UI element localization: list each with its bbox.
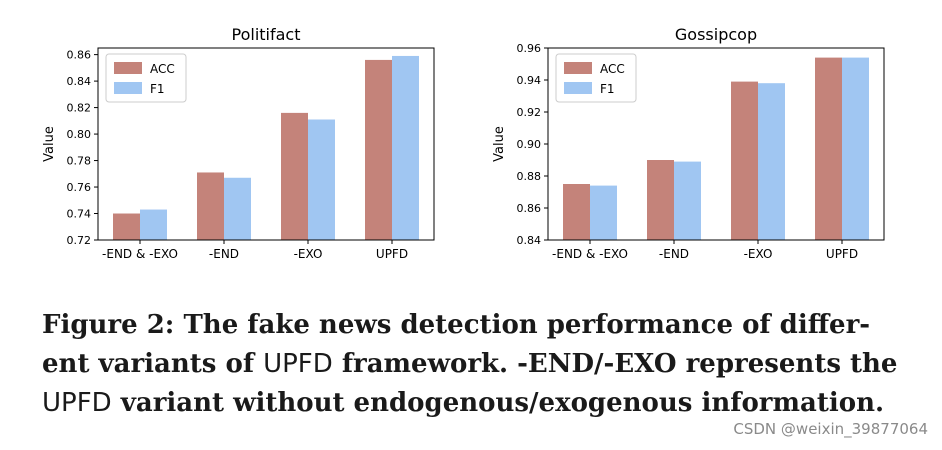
chart1-ytick-label-2: 0.76 bbox=[67, 181, 92, 194]
chart1-ytick-label-3: 0.78 bbox=[67, 155, 92, 168]
chart1-xtick-label-0: -END & -EXO bbox=[102, 247, 178, 261]
chart1-bar-acc-0 bbox=[113, 213, 140, 240]
chart2-ytick-label-4: 0.92 bbox=[517, 106, 542, 119]
chart2-bar-acc-2 bbox=[731, 81, 758, 240]
chart2-xtick-label-3: UPFD bbox=[826, 247, 858, 261]
caption-suffix: variant without endogenous/exogenous inf… bbox=[111, 388, 885, 418]
figure-caption: Figure 2: The fake news detection perfor… bbox=[42, 306, 902, 423]
chart2-bar-acc-3 bbox=[815, 57, 842, 240]
figure: Politifact 0.72 0.74 0.76 0.78 0.80 0.82 0.84 0.… bbox=[42, 25, 885, 261]
chart1-ytick-label-4: 0.80 bbox=[67, 128, 92, 141]
chart1-ylabel: Value bbox=[42, 126, 57, 162]
chart1-legend-label-acc: ACC bbox=[150, 62, 175, 76]
chart2-ytick-label-6: 0.96 bbox=[517, 42, 542, 55]
chart2-legend-label-acc: ACC bbox=[600, 62, 625, 76]
caption-middle: framework. -END/-EXO represents the bbox=[332, 349, 898, 379]
chart2-legend-swatch-acc bbox=[564, 62, 592, 74]
chart1-bar-acc-1 bbox=[197, 172, 224, 240]
chart1-legend-swatch-acc bbox=[114, 62, 142, 74]
chart1-bar-acc-3 bbox=[365, 59, 392, 241]
chart1-bar-f1-1 bbox=[224, 177, 251, 240]
chart2-ytick-label-2: 0.88 bbox=[517, 170, 542, 183]
chart2-xtick-label-0: -END & -EXO bbox=[552, 247, 628, 261]
chart1-ytick-label-6: 0.84 bbox=[67, 75, 92, 88]
chart1-xtick-label-2: -EXO bbox=[294, 247, 323, 261]
chart2-legend-swatch-f1 bbox=[564, 82, 592, 94]
caption-prefix: Figure 2: The fake news detection perfor… bbox=[42, 310, 871, 379]
chart2-title: Gossipcop bbox=[675, 25, 757, 44]
chart1-legend-label-f1: F1 bbox=[150, 82, 165, 96]
chart2-bar-f1-2 bbox=[758, 83, 785, 240]
chart1-bar-acc-2 bbox=[281, 112, 308, 240]
chart2-bar-f1-0 bbox=[590, 185, 617, 240]
chart2-bar-acc-0 bbox=[563, 184, 590, 240]
chart1-title: Politifact bbox=[232, 25, 301, 44]
chart1-axes-frame bbox=[97, 47, 435, 241]
chart1-bar-f1-3 bbox=[392, 55, 419, 241]
caption-upfd-2: UPFD bbox=[42, 388, 112, 418]
chart1-legend-swatch-f1 bbox=[114, 82, 142, 94]
chart1-ytick-label-1: 0.74 bbox=[67, 208, 92, 221]
chart1-ytick-label-5: 0.82 bbox=[67, 102, 92, 115]
chart1-ytick-label-0: 0.72 bbox=[67, 234, 92, 247]
chart1-bar-f1-2 bbox=[308, 119, 335, 240]
chart2-ytick-label-3: 0.90 bbox=[517, 138, 542, 151]
chart1-ytick-label-7: 0.86 bbox=[67, 49, 92, 62]
chart2-bar-f1-1 bbox=[674, 161, 701, 240]
chart2-ytick-label-5: 0.94 bbox=[517, 74, 542, 87]
watermark: CSDN @weixin_39877064 bbox=[733, 420, 928, 438]
caption-upfd-1: UPFD bbox=[263, 349, 333, 379]
chart2-xtick-label-2: -EXO bbox=[744, 247, 773, 261]
chart2-ylabel: Value bbox=[492, 126, 507, 162]
chart1-bar-f1-0 bbox=[140, 209, 167, 240]
chart1-xtick-label-1: -END bbox=[209, 247, 239, 261]
chart2-legend-label-f1: F1 bbox=[600, 82, 615, 96]
chart2-ytick-label-0: 0.84 bbox=[517, 234, 542, 247]
chart2-ytick-label-1: 0.86 bbox=[517, 202, 542, 215]
chart2-xtick-label-1: -END bbox=[659, 247, 689, 261]
chart2-bar-acc-1 bbox=[647, 160, 674, 240]
chart1-xtick-label-3: UPFD bbox=[376, 247, 408, 261]
chart2-bar-f1-3 bbox=[842, 57, 869, 240]
bar-charts: Politifact 0.72 0.74 0.76 0.78 0.80 0.82 0.84 0.… bbox=[42, 25, 885, 261]
